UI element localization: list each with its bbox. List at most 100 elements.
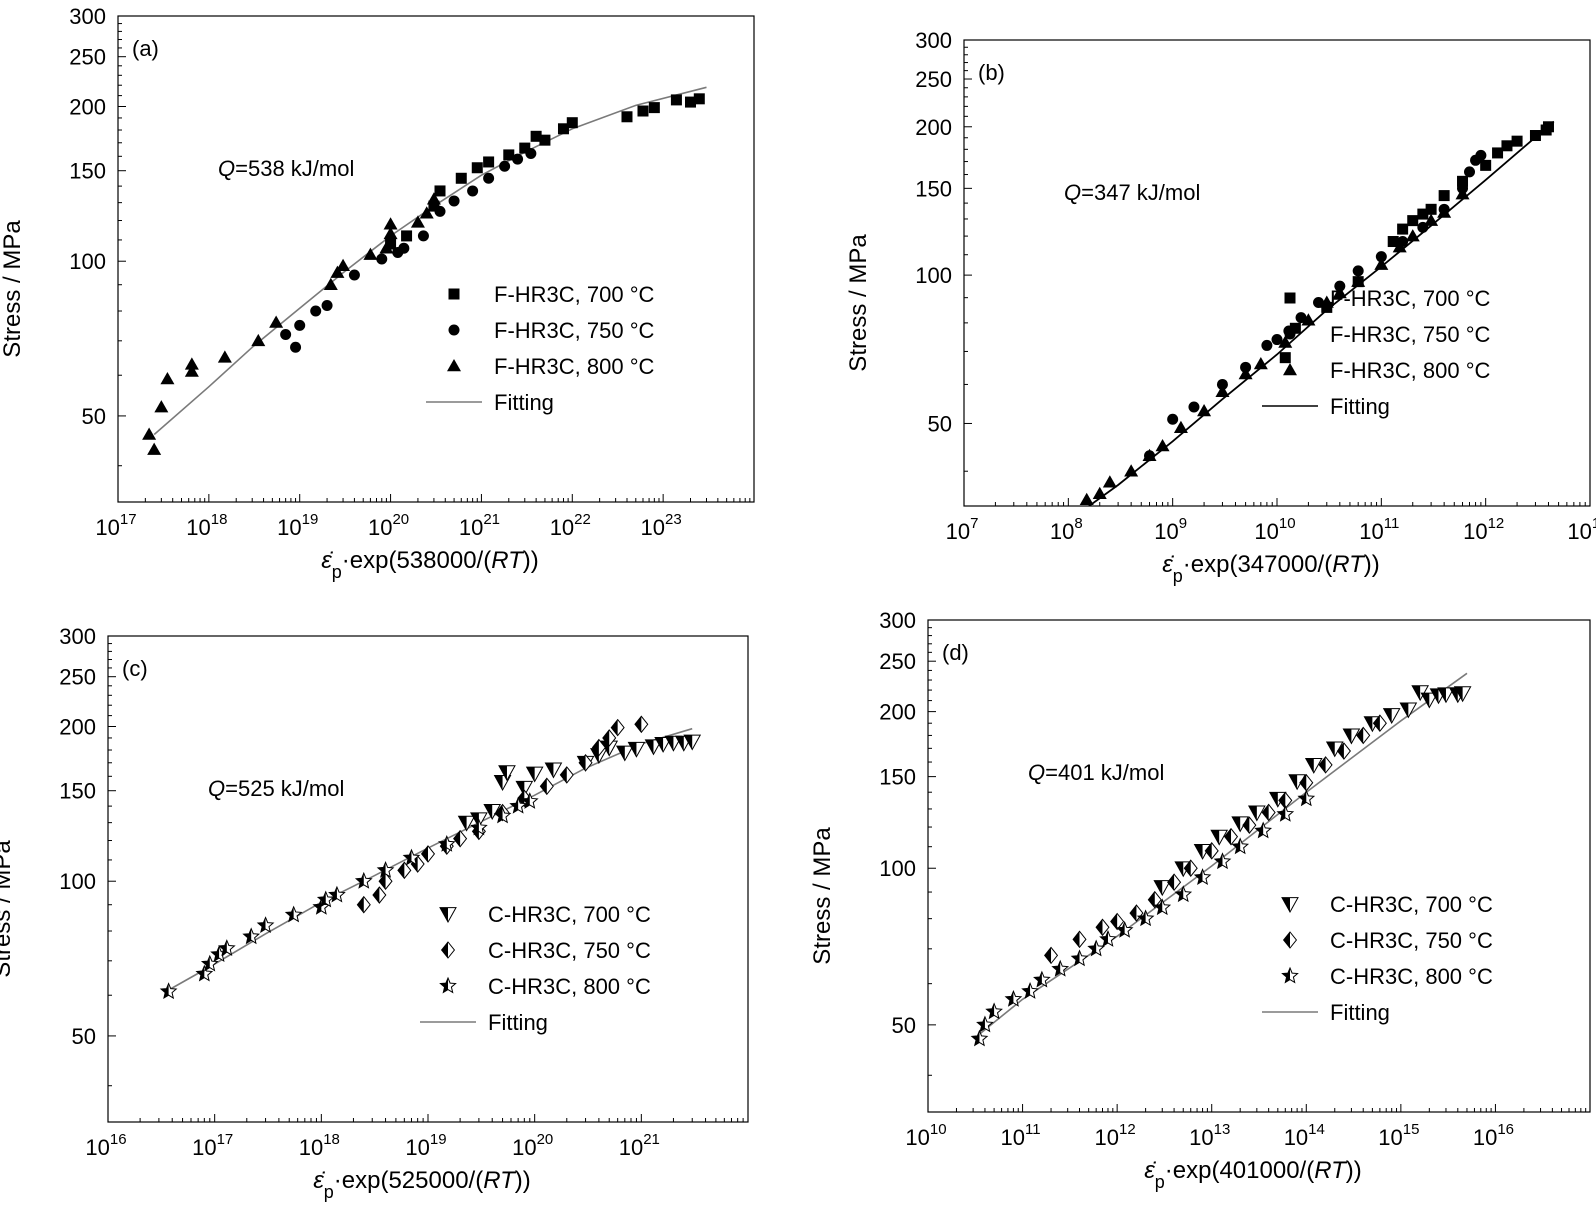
data-point-series-3	[1193, 868, 1212, 885]
y-axis-label: Stress / MPa	[845, 234, 872, 372]
data-point-series-3	[1099, 930, 1117, 947]
x-tick-base: 10	[905, 1125, 929, 1150]
x-tick-base: 10	[619, 1135, 643, 1160]
data-point-series-1	[498, 765, 516, 782]
data-point-series-3	[330, 265, 345, 278]
y-axis-label: Stress / MPa	[0, 220, 26, 358]
data-point-series-3	[1102, 475, 1117, 488]
data-point-series-3-fill	[1034, 971, 1042, 987]
data-point-series-2-fill	[1337, 743, 1344, 760]
y-tick-label: 100	[69, 249, 106, 274]
y-tick-label: 50	[72, 1024, 96, 1049]
x-tick-exponent: 19	[302, 511, 319, 528]
y-tick-label: 250	[69, 45, 106, 70]
data-point-series-3	[1392, 240, 1407, 253]
data-point-series-3	[242, 927, 261, 945]
x-axis-label: ε̇p·exp(525000/(RT))	[313, 1167, 531, 1202]
x-tick-exponent: 17	[217, 1131, 234, 1148]
x-tick-base: 10	[512, 1135, 536, 1160]
data-point-series-3-fill	[318, 891, 326, 907]
data-point-series-2	[1167, 873, 1182, 892]
data-point-series-2-fill	[453, 830, 461, 847]
legend-item-4: Fitting	[1262, 394, 1390, 419]
data-point-series-3-fill	[1298, 790, 1307, 806]
legend-item-3: F-HR3C, 800 °C	[1283, 358, 1491, 383]
data-point-series-1	[483, 156, 495, 168]
data-point-series-2	[539, 777, 554, 796]
data-point-series-1-fill	[1364, 716, 1373, 732]
x-tick-base: 10	[946, 519, 970, 544]
data-point-series-3	[1174, 885, 1193, 903]
data-point-series-2-fill	[372, 887, 380, 904]
x-tick-label: 1014	[1284, 1121, 1325, 1150]
data-point-series-3-fill	[356, 873, 364, 888]
legend-label: Fitting	[494, 390, 554, 415]
data-point-series-1-fill	[1400, 702, 1409, 718]
data-point-series-1	[544, 762, 563, 779]
data-point-series-3	[200, 954, 219, 972]
data-point-series-3	[493, 806, 512, 824]
data-point-series-1	[525, 766, 544, 783]
data-point-series-1	[1492, 147, 1504, 159]
legend-item-1: F-HR3C, 700 °C	[448, 282, 655, 307]
y-tick-label: 300	[879, 608, 916, 633]
data-point-series-2-fill	[1130, 905, 1137, 922]
legend-item-3: F-HR3C, 800 °C	[447, 354, 655, 379]
data-point-series-2-fill	[560, 766, 567, 783]
x-tick-label: 1018	[299, 1131, 340, 1160]
fitting-line	[1087, 120, 1555, 506]
data-point-series-1	[566, 117, 578, 129]
data-point-series-1	[530, 130, 542, 142]
data-point-series-1	[1437, 687, 1455, 704]
data-point-series-3	[509, 796, 527, 814]
data-point-series-2-fill	[379, 873, 386, 890]
data-point-series-2	[610, 718, 625, 737]
data-point-series-1	[455, 172, 467, 184]
data-point-series-1	[1342, 728, 1361, 745]
x-tick-exponent: 21	[483, 511, 500, 528]
data-point-series-3-fill	[219, 940, 227, 955]
data-point-series-1-fill	[1412, 685, 1421, 701]
data-point-series-2	[1167, 413, 1179, 425]
data-point-series-2	[348, 269, 360, 281]
x-tick-exponent: 16	[1497, 1121, 1514, 1138]
data-point-series-3-fill	[971, 1030, 980, 1046]
data-point-series-2	[397, 861, 412, 880]
legend-marker-fill	[441, 942, 448, 958]
data-point-series-3-fill	[522, 793, 530, 808]
data-point-series-1	[1304, 757, 1323, 774]
data-point-series-2	[310, 305, 322, 317]
q-annotation: Q=347 kJ/mol	[1064, 180, 1200, 205]
plot-data	[142, 86, 707, 455]
data-point-series-3	[437, 834, 456, 852]
data-point-series-1	[1387, 236, 1399, 248]
y-tick-label: 300	[69, 4, 106, 29]
data-point-series-1	[428, 200, 440, 212]
x-label-text: ·exp(525000/(	[334, 1167, 483, 1194]
data-point-series-2-fill	[357, 896, 364, 913]
data-point-series-2-fill	[602, 729, 610, 746]
data-point-series-2	[1372, 714, 1387, 733]
data-point-series-1-fill	[1269, 792, 1278, 807]
legend-item-4: Fitting	[1262, 1000, 1390, 1025]
data-point-series-3-fill	[1022, 983, 1031, 998]
data-point-series-3	[520, 792, 539, 809]
data-point-series-3-fill	[1052, 961, 1061, 976]
x-label-text: ·exp(347000/(	[1183, 551, 1332, 578]
data-point-series-1	[503, 149, 515, 161]
data-point-series-3	[323, 277, 338, 290]
data-point-series-1	[670, 94, 682, 106]
x-tick-base: 10	[1359, 519, 1383, 544]
data-point-series-3	[1231, 837, 1250, 855]
x-tick-base: 10	[95, 515, 119, 540]
data-point-series-1	[1417, 208, 1429, 220]
data-point-series-3	[1213, 852, 1232, 870]
chart-panel-1: 1017 1018 1019 1020 1021 1022 1023501001502002…	[0, 4, 755, 582]
x-tick-exponent: 14	[1308, 1121, 1325, 1138]
y-axis-label: Stress / MPa	[809, 827, 836, 965]
data-point-series-3-fill	[1255, 822, 1264, 838]
data-point-series-3	[402, 848, 421, 866]
data-point-series-2-fill	[411, 856, 418, 873]
x-label-subscript: p	[324, 1182, 334, 1202]
x-tick-exponent: 18	[323, 1131, 340, 1148]
